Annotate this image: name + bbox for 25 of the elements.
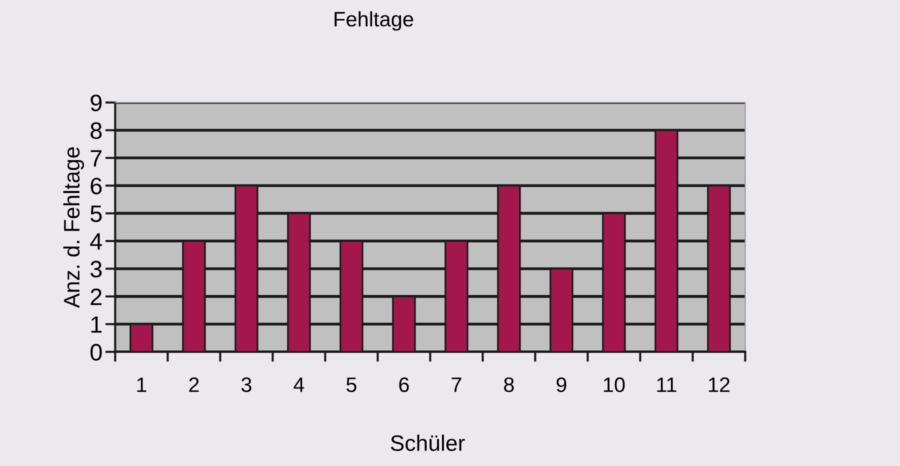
y-tick-label: 2 (90, 288, 102, 305)
y-tick-label: 8 (90, 122, 102, 140)
x-axis-title: Schüler (390, 434, 465, 451)
y-tick-label: 5 (90, 206, 102, 222)
x-tick-label: 11 (657, 378, 676, 392)
x-tick-label: 8 (504, 377, 514, 392)
y-tick-label: 9 (90, 94, 102, 112)
y-tick-label: 7 (90, 150, 102, 166)
x-tick-label: 2 (189, 377, 199, 392)
y-tick-label: 4 (90, 233, 102, 250)
x-tick-label: 3 (241, 377, 252, 392)
chart-title: Fehltage (334, 11, 414, 31)
y-tick-label: 3 (90, 260, 102, 278)
x-tick-label: 6 (399, 377, 409, 392)
x-tick-label: 4 (294, 378, 304, 392)
x-tick-label: 10 (604, 377, 625, 392)
y-tick-label: 6 (90, 178, 102, 194)
y-axis-title: Anz. d. Fehltage (63, 147, 84, 308)
x-tick-label: 1 (137, 378, 146, 392)
x-tick-label: 7 (452, 378, 462, 392)
x-tick-label: 5 (346, 378, 356, 392)
y-tick-label: 1 (91, 316, 102, 333)
y-tick-label: 0 (90, 344, 102, 361)
x-tick-label: 12 (708, 377, 730, 392)
x-tick-label: 9 (556, 377, 566, 392)
